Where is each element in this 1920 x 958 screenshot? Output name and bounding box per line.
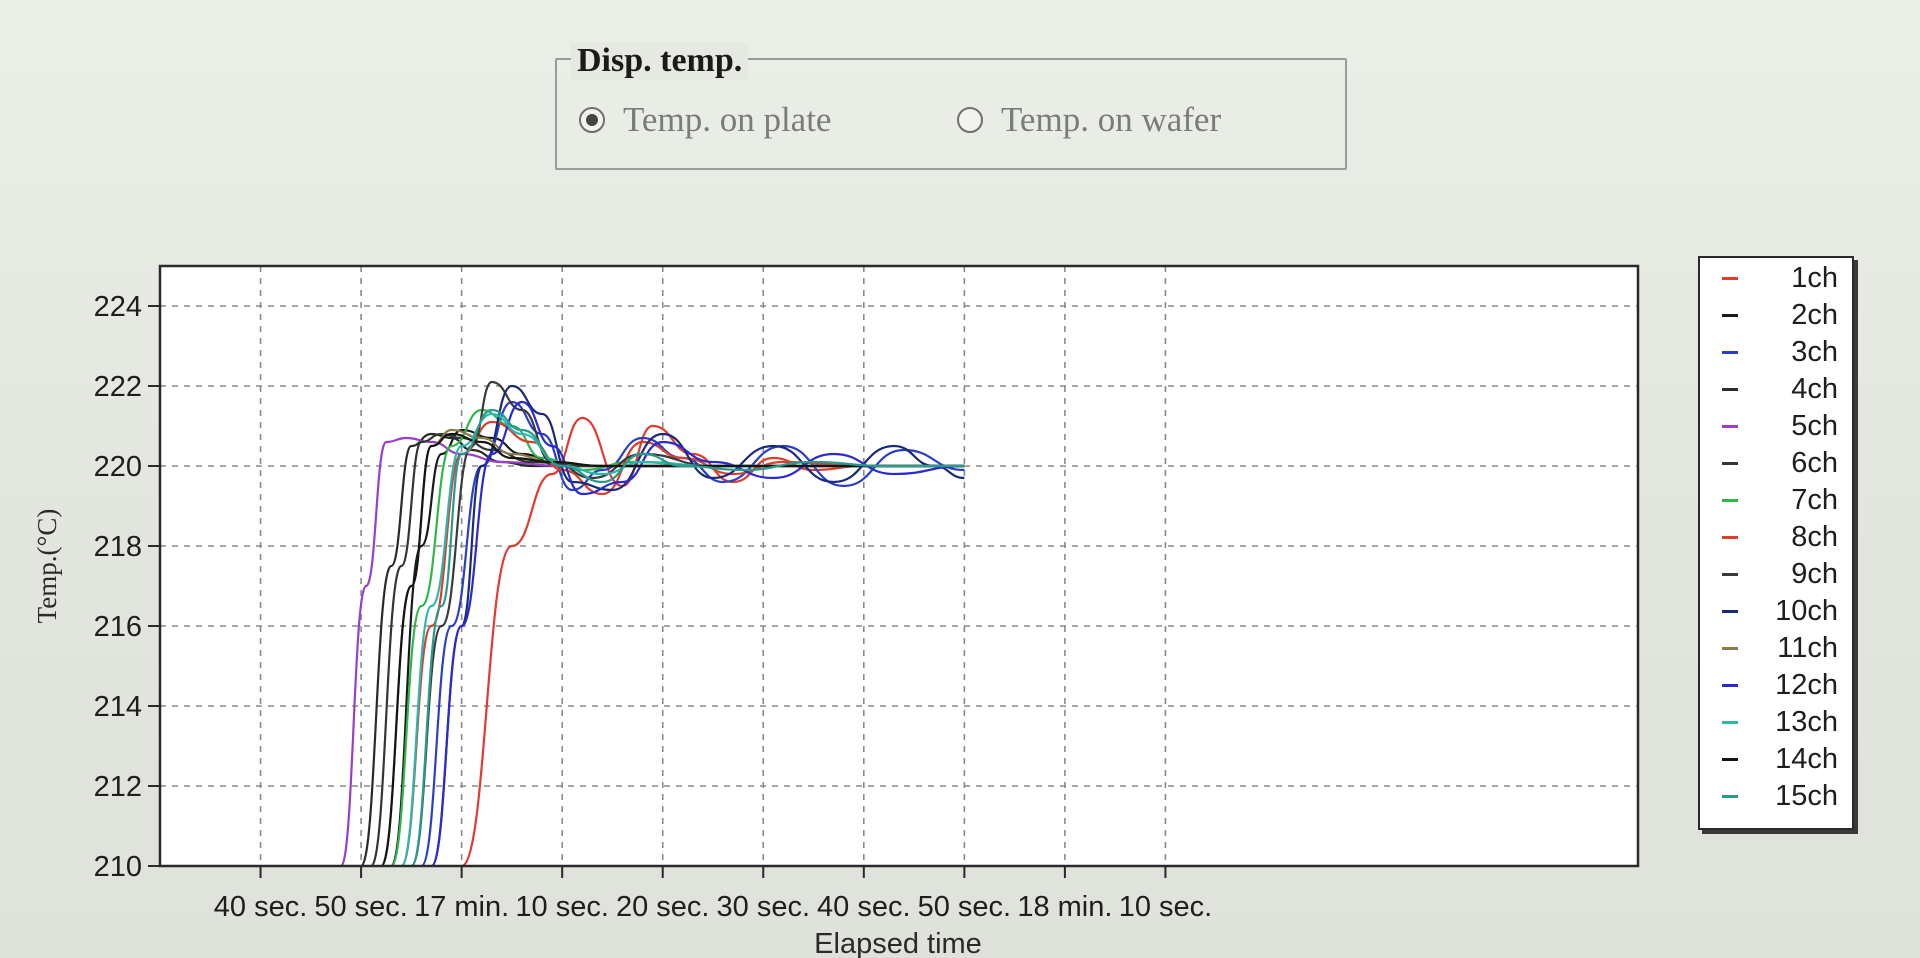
legend-label: 6ch	[1791, 447, 1838, 479]
legend-swatch	[1722, 462, 1738, 465]
chart-series	[339, 380, 965, 866]
plot-frame	[158, 264, 1640, 868]
series-line-12ch	[430, 400, 965, 866]
legend-label: 1ch	[1791, 262, 1838, 294]
legend-label: 5ch	[1791, 410, 1838, 442]
legend-swatch	[1722, 647, 1738, 650]
y-tick-label: 214	[94, 691, 142, 723]
y-axis-label: Temp.(°C)	[32, 509, 62, 624]
x-tick-label: 30 sec.	[717, 891, 811, 923]
legend-swatch	[1722, 721, 1738, 724]
legend-item-4ch: 4ch	[1700, 371, 1850, 408]
legend-item-7ch: 7ch	[1700, 482, 1850, 519]
legend-swatch	[1722, 610, 1738, 613]
x-tick-label: 18 min.	[1017, 891, 1112, 923]
legend-label: 12ch	[1775, 669, 1838, 701]
legend-swatch	[1722, 573, 1738, 576]
x-tick-label: 10 sec.	[515, 891, 609, 923]
x-tick-label: 50 sec.	[918, 891, 1012, 923]
x-tick-labels: 40 sec. 50 sec. 17 min. 10 sec. 20 sec. 30 se…	[214, 891, 1212, 923]
series-line-8ch	[400, 420, 965, 866]
legend-label: 11ch	[1777, 632, 1838, 664]
plot-background	[160, 266, 1638, 866]
y-tick-label: 212	[94, 771, 142, 803]
y-tick-label: 220	[94, 451, 142, 483]
x-tick-label: 17 min.	[414, 891, 509, 923]
legend-label: 13ch	[1775, 706, 1838, 738]
legend-label: 15ch	[1775, 780, 1838, 812]
y-tick-label: 222	[94, 371, 142, 403]
disp-temp-title: Disp. temp.	[571, 42, 749, 80]
legend-item-10ch: 10ch	[1700, 593, 1850, 630]
series-line-10ch	[430, 384, 965, 866]
x-tick-label: 50 sec.	[314, 891, 408, 923]
legend-swatch	[1722, 536, 1738, 539]
legend-swatch	[1722, 758, 1738, 761]
legend-swatch	[1722, 684, 1738, 687]
legend-label: 2ch	[1791, 299, 1838, 331]
x-tick-label: 40 sec.	[214, 891, 308, 923]
temp-on-wafer-radio[interactable]: Temp. on wafer	[957, 100, 1221, 140]
legend-item-5ch: 5ch	[1700, 408, 1850, 445]
legend-label: 8ch	[1791, 521, 1838, 553]
legend-item-12ch: 12ch	[1700, 667, 1850, 704]
legend-item-3ch: 3ch	[1700, 334, 1850, 371]
temp-on-plate-radio[interactable]: Temp. on plate	[579, 100, 831, 140]
x-axis-label: Elapsed time	[814, 928, 982, 958]
legend-label: 10ch	[1775, 595, 1838, 627]
temp-on-wafer-label: Temp. on wafer	[1001, 100, 1222, 139]
disp-temp-groupbox: Disp. temp. Temp. on plate Temp. on wafe…	[555, 42, 1347, 170]
y-tick-label: 216	[94, 611, 142, 643]
legend-label: 3ch	[1791, 336, 1838, 368]
legend-item-1ch: 1ch	[1700, 260, 1850, 297]
chart-grid	[148, 266, 1638, 878]
radio-unselected-icon[interactable]	[957, 107, 983, 133]
legend-swatch	[1722, 499, 1738, 502]
series-line-15ch	[410, 408, 965, 866]
legend-item-6ch: 6ch	[1700, 445, 1850, 482]
series-line-14ch	[380, 432, 965, 866]
legend-item-15ch: 15ch	[1700, 778, 1850, 815]
x-tick-label: 20 sec.	[616, 891, 710, 923]
legend-swatch	[1722, 314, 1738, 317]
legend-label: 4ch	[1791, 373, 1838, 405]
y-tick-label: 218	[94, 531, 142, 563]
series-line-1ch	[461, 416, 965, 866]
legend-item-8ch: 8ch	[1700, 519, 1850, 556]
x-tick-label: 10 sec.	[1119, 891, 1213, 923]
legend-label: 14ch	[1775, 743, 1838, 775]
y-tick-label: 210	[94, 851, 142, 883]
legend-item-13ch: 13ch	[1700, 704, 1850, 741]
legend-item-14ch: 14ch	[1700, 741, 1850, 778]
legend-swatch	[1722, 277, 1738, 280]
y-tick-label: 224	[94, 291, 142, 323]
chart-legend: 1ch 2ch 3ch 4ch 5ch 6ch 7ch 8ch 9ch 10ch 11ch 12ch 1…	[1698, 256, 1854, 830]
legend-item-2ch: 2ch	[1700, 297, 1850, 334]
legend-label: 7ch	[1791, 484, 1838, 516]
legend-swatch	[1722, 425, 1738, 428]
legend-item-9ch: 9ch	[1700, 556, 1850, 593]
legend-label: 9ch	[1791, 558, 1838, 590]
temp-on-plate-label: Temp. on plate	[623, 100, 832, 139]
legend-item-11ch: 11ch	[1700, 630, 1850, 667]
legend-swatch	[1722, 388, 1738, 391]
radio-selected-icon[interactable]	[579, 107, 605, 133]
legend-swatch	[1722, 351, 1738, 354]
x-tick-label: 40 sec.	[817, 891, 911, 923]
legend-swatch	[1722, 795, 1738, 798]
y-tick-labels: 210 212 214 216 218 220 222 224	[94, 291, 142, 883]
